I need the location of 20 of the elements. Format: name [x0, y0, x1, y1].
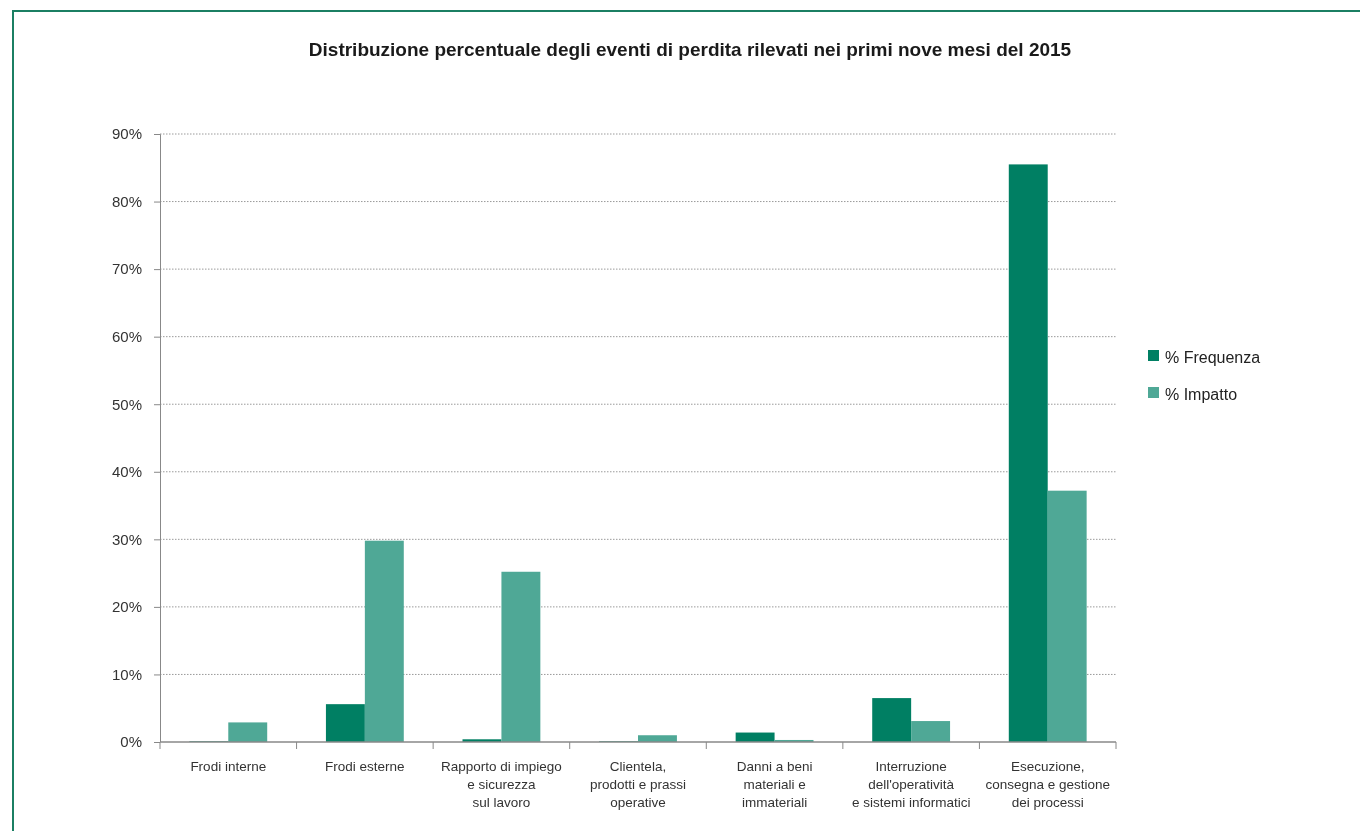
x-tick-label: Clientela, prodotti e prassi operative	[589, 759, 687, 810]
x-tick-label: Esecuzione, consegna e gestione dei processi	[985, 759, 1111, 810]
legend-label: % Frequenza	[1165, 348, 1261, 366]
y-tick-label: 30%	[111, 530, 142, 548]
x-tick-label: Interruzione dell'operatività e sistemi informatici	[851, 759, 971, 810]
y-tick-label: 80%	[111, 192, 142, 210]
y-tick-label: 40%	[111, 463, 142, 481]
y-tick-label: 70%	[111, 260, 142, 278]
y-tick-label: 20%	[111, 598, 142, 616]
y-tick-label: 60%	[111, 327, 142, 345]
y-tick-label: 10%	[111, 665, 142, 683]
x-tick-label: Rapporto di impiego e sicurezza sul lavoro	[441, 759, 562, 810]
legend-label: % Impatto	[1165, 385, 1238, 403]
y-tick-label: 0%	[120, 733, 142, 751]
x-tick-label: Danni a beni materiali e immateriali	[736, 759, 813, 810]
y-tick-label: 90%	[111, 125, 142, 143]
y-tick-label: 50%	[111, 395, 142, 413]
x-tick-label: Frodi interne	[190, 759, 267, 774]
x-tick-label: Frodi esterne	[325, 759, 405, 774]
chart-title: Distribuzione percentuale degli eventi di perdita rilevati nei primi nove mesi del 2015	[308, 39, 1072, 60]
